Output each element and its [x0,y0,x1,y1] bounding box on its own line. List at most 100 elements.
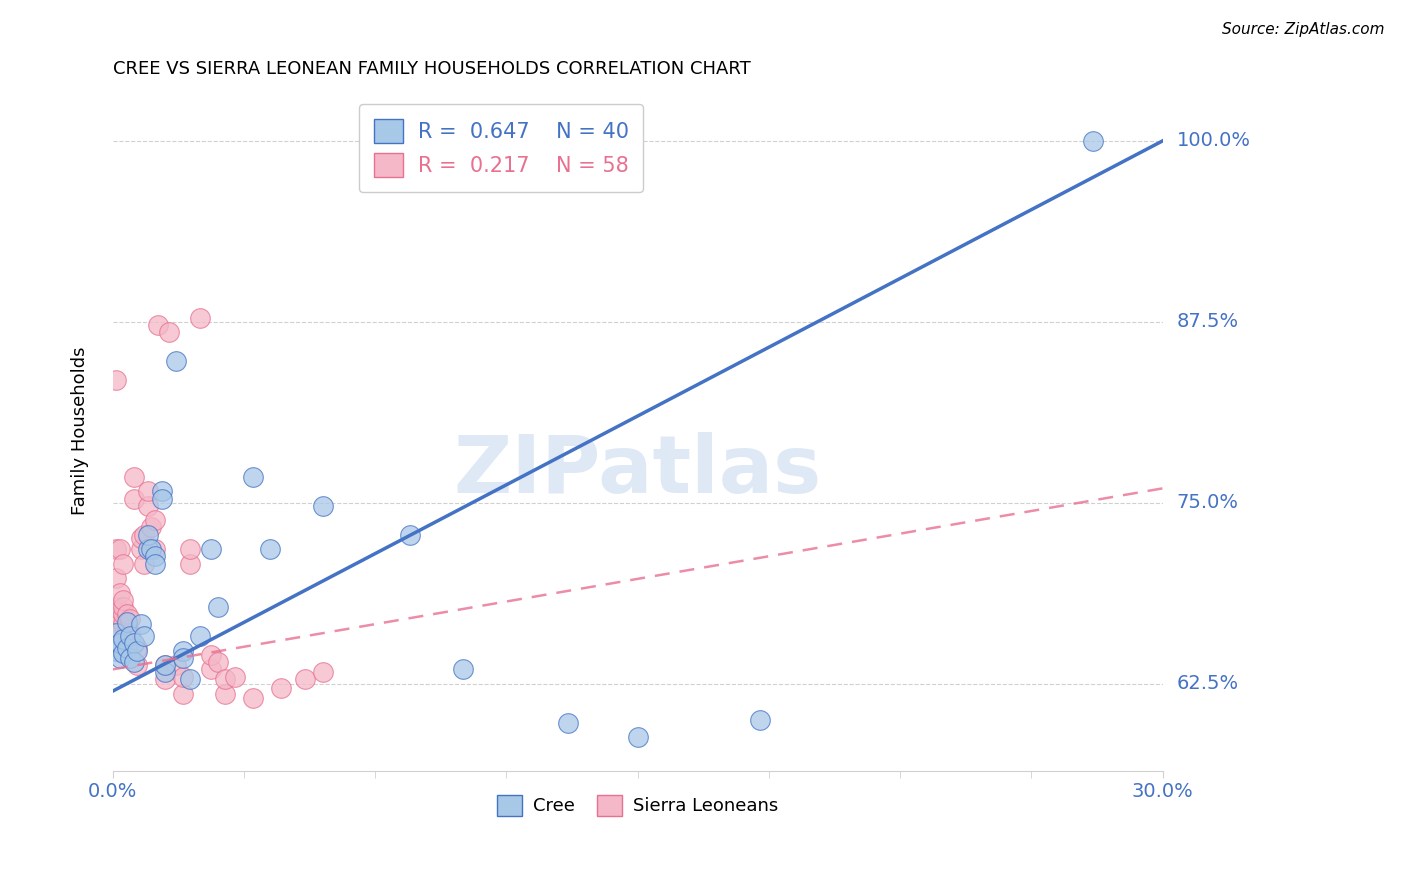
Point [242,691,264,706]
Point [112,600,135,615]
Point [122,655,145,669]
Point [312,665,335,680]
Point [134,557,156,571]
Point [242,470,264,484]
Point [105,626,128,640]
Point [172,687,194,701]
Point [399,527,422,541]
Point [165,658,187,673]
Text: 75.0%: 75.0% [1177,493,1239,512]
Point [134,629,156,643]
Point [259,542,281,557]
Point [122,491,145,506]
Point [120,612,142,626]
Point [141,520,163,534]
Point [108,636,131,650]
Point [148,318,170,332]
Point [112,607,135,622]
Point [134,527,156,541]
Point [129,542,152,557]
Point [214,687,236,701]
Point [105,571,128,585]
Point [207,655,229,669]
Point [136,499,159,513]
Point [108,585,131,599]
Point [115,622,138,636]
Point [136,527,159,541]
Point [105,615,128,629]
Text: 100.0%: 100.0% [1177,131,1250,151]
Point [1081,134,1104,148]
Point [143,513,166,527]
Point [115,636,138,650]
Point [105,373,128,387]
Point [172,643,194,657]
Point [127,640,149,655]
Point [108,603,131,617]
Point [172,670,194,684]
Text: 87.5%: 87.5% [1177,312,1239,332]
Point [214,673,236,687]
Point [155,658,177,673]
Legend: Cree, Sierra Leoneans: Cree, Sierra Leoneans [489,788,786,823]
Point [179,557,201,571]
Point [188,310,211,325]
Point [200,542,222,557]
Point [150,484,173,499]
Point [155,658,177,673]
Point [108,542,131,557]
Text: ZIPatlas: ZIPatlas [454,433,821,510]
Y-axis label: Family Households: Family Households [72,346,89,515]
Point [112,557,135,571]
Point [115,607,138,622]
Point [122,636,145,650]
Point [115,640,138,655]
Point [136,542,159,557]
Point [112,632,135,646]
Text: Source: ZipAtlas.com: Source: ZipAtlas.com [1222,22,1385,37]
Point [120,647,142,661]
Point [172,650,194,665]
Point [112,647,135,661]
Point [155,665,177,680]
Point [749,713,772,727]
Point [143,549,166,564]
Point [120,650,142,665]
Point [141,542,163,557]
Point [143,557,166,571]
Point [122,470,145,484]
Point [179,673,201,687]
Point [127,658,149,673]
Point [105,643,128,657]
Text: CREE VS SIERRA LEONEAN FAMILY HOUSEHOLDS CORRELATION CHART: CREE VS SIERRA LEONEAN FAMILY HOUSEHOLDS… [112,60,751,78]
Point [155,673,177,687]
Point [224,670,246,684]
Point [188,629,211,643]
Point [112,617,135,632]
Point [129,531,152,545]
Point [200,648,222,662]
Point [112,592,135,607]
Point [120,629,142,643]
Point [108,650,131,665]
Point [451,662,474,676]
Point [115,615,138,629]
Point [179,542,201,557]
Point [270,681,292,695]
Point [627,731,650,745]
Point [136,484,159,499]
Point [294,673,316,687]
Point [143,542,166,557]
Point [108,612,131,626]
Point [557,715,579,730]
Point [120,626,142,640]
Point [105,542,128,557]
Point [150,491,173,506]
Point [200,662,222,676]
Point [312,499,335,513]
Point [127,643,149,657]
Point [165,354,187,368]
Text: 62.5%: 62.5% [1177,674,1239,693]
Point [207,600,229,615]
Point [105,600,128,615]
